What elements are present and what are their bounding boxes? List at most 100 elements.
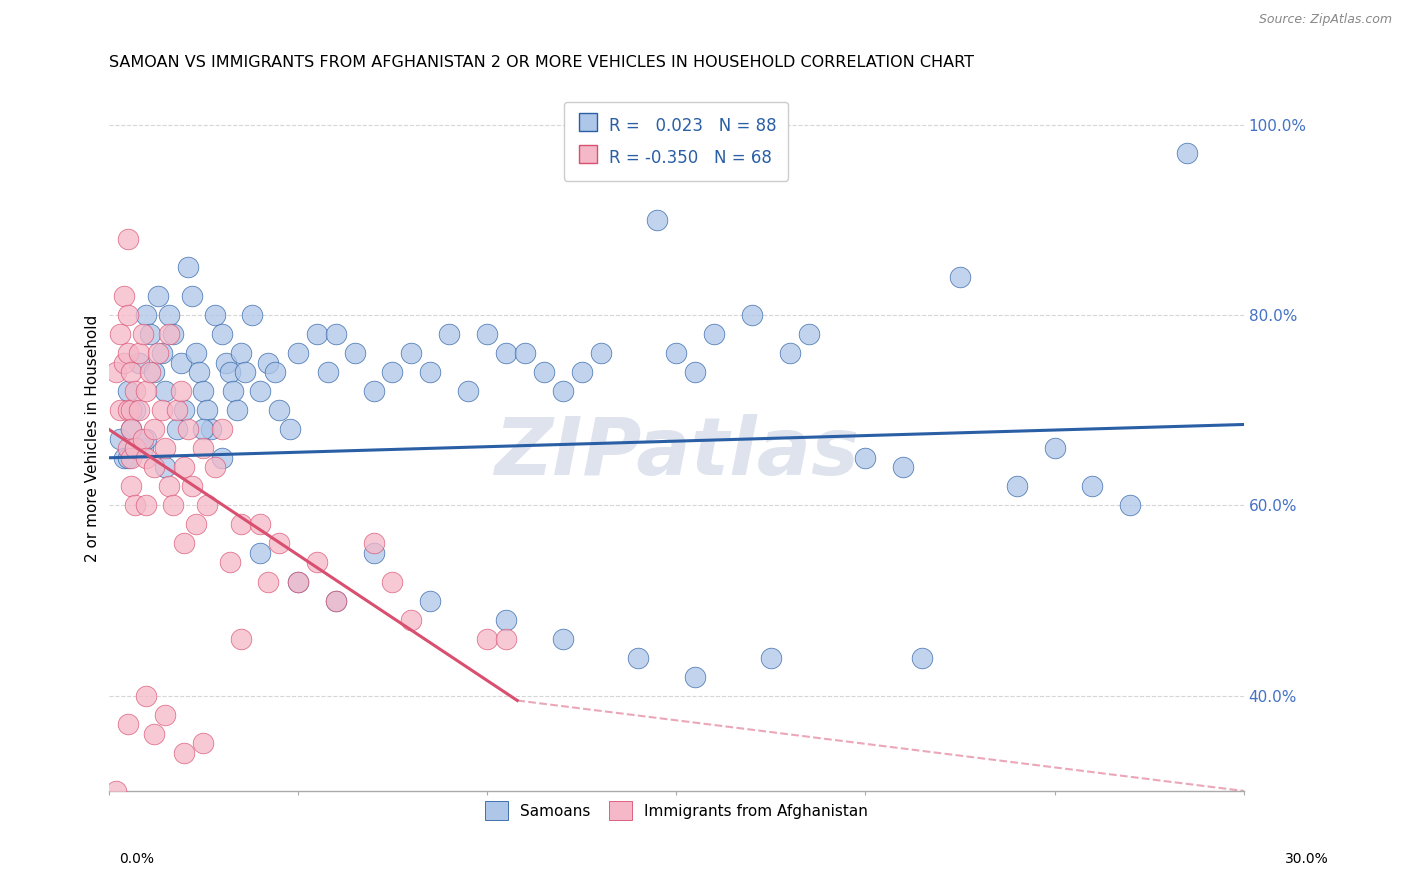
- Point: [117, 442, 139, 456]
- Point: [166, 422, 188, 436]
- Point: [173, 460, 195, 475]
- Point: [1063, 822, 1085, 836]
- Point: [229, 632, 252, 646]
- Point: [437, 327, 460, 342]
- Point: [150, 346, 173, 360]
- Point: [627, 650, 650, 665]
- Point: [157, 327, 180, 342]
- Point: [325, 327, 347, 342]
- Point: [229, 517, 252, 532]
- Text: Source: ZipAtlas.com: Source: ZipAtlas.com: [1258, 13, 1392, 27]
- Point: [193, 736, 215, 750]
- Point: [287, 574, 309, 589]
- Point: [180, 289, 202, 303]
- Point: [162, 499, 184, 513]
- Point: [891, 460, 914, 475]
- Point: [128, 403, 150, 417]
- Point: [233, 365, 256, 379]
- Point: [1081, 479, 1104, 493]
- Point: [117, 346, 139, 360]
- Point: [143, 727, 166, 741]
- Point: [419, 365, 441, 379]
- Point: [157, 308, 180, 322]
- Point: [1005, 479, 1028, 493]
- Point: [180, 479, 202, 493]
- Point: [117, 308, 139, 322]
- Point: [779, 346, 801, 360]
- Point: [249, 546, 271, 560]
- Point: [143, 460, 166, 475]
- Point: [169, 356, 191, 370]
- Point: [305, 556, 328, 570]
- Point: [267, 536, 290, 550]
- Point: [117, 403, 139, 417]
- Point: [495, 632, 517, 646]
- Point: [343, 346, 366, 360]
- Point: [229, 346, 252, 360]
- Point: [287, 346, 309, 360]
- Point: [184, 346, 207, 360]
- Point: [195, 403, 218, 417]
- Point: [155, 384, 177, 399]
- Point: [139, 327, 162, 342]
- Point: [249, 384, 271, 399]
- Point: [124, 384, 146, 399]
- Point: [703, 327, 725, 342]
- Point: [162, 327, 184, 342]
- Point: [249, 517, 271, 532]
- Point: [363, 546, 385, 560]
- Point: [211, 450, 233, 465]
- Point: [513, 346, 536, 360]
- Point: [124, 442, 146, 456]
- Point: [211, 422, 233, 436]
- Point: [401, 613, 423, 627]
- Point: [316, 365, 339, 379]
- Point: [1043, 442, 1066, 456]
- Point: [218, 556, 240, 570]
- Point: [188, 365, 211, 379]
- Point: [195, 499, 218, 513]
- Point: [204, 460, 226, 475]
- Point: [797, 327, 820, 342]
- Point: [135, 432, 157, 446]
- Point: [305, 327, 328, 342]
- Point: [120, 422, 142, 436]
- Point: [855, 450, 877, 465]
- Point: [135, 384, 157, 399]
- Point: [117, 717, 139, 731]
- Point: [155, 707, 177, 722]
- Point: [401, 346, 423, 360]
- Point: [128, 356, 150, 370]
- Point: [589, 346, 612, 360]
- Point: [222, 384, 245, 399]
- Point: [495, 613, 517, 627]
- Point: [131, 327, 153, 342]
- Point: [551, 384, 574, 399]
- Text: 0.0%: 0.0%: [120, 852, 155, 866]
- Y-axis label: 2 or more Vehicles in Household: 2 or more Vehicles in Household: [86, 315, 100, 562]
- Point: [571, 365, 593, 379]
- Legend: Samoans, Immigrants from Afghanistan: Samoans, Immigrants from Afghanistan: [475, 792, 877, 829]
- Point: [108, 432, 131, 446]
- Point: [475, 632, 498, 646]
- Point: [226, 403, 249, 417]
- Point: [155, 442, 177, 456]
- Point: [683, 365, 706, 379]
- Point: [256, 356, 278, 370]
- Point: [173, 403, 195, 417]
- Point: [124, 499, 146, 513]
- Point: [218, 365, 240, 379]
- Point: [457, 384, 479, 399]
- Point: [128, 346, 150, 360]
- Point: [533, 365, 555, 379]
- Point: [325, 593, 347, 607]
- Point: [117, 384, 139, 399]
- Point: [278, 422, 301, 436]
- Point: [264, 365, 287, 379]
- Point: [135, 308, 157, 322]
- Point: [166, 403, 188, 417]
- Point: [193, 422, 215, 436]
- Point: [120, 365, 142, 379]
- Point: [120, 479, 142, 493]
- Point: [419, 593, 441, 607]
